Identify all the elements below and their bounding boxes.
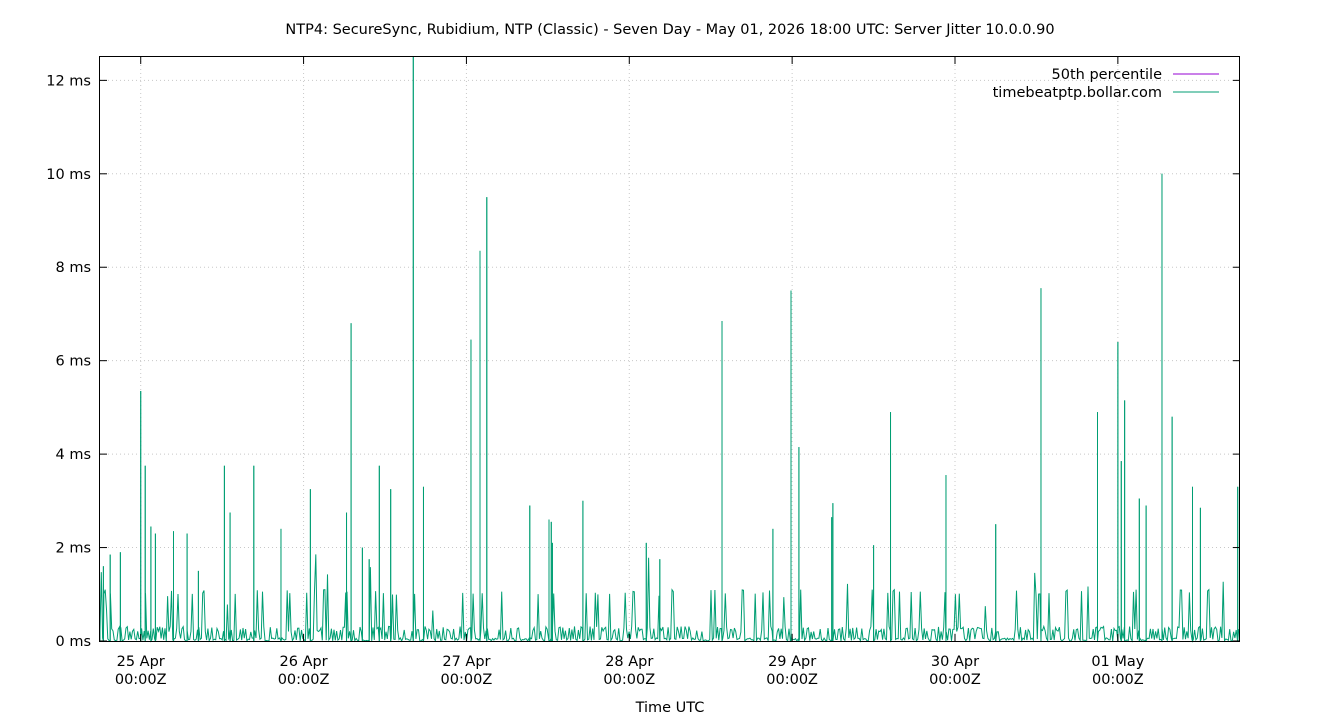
series-lines xyxy=(99,57,1240,643)
x-tick-label-date: 28 Apr xyxy=(605,654,653,670)
x-tick-label-time: 00:00Z xyxy=(603,672,655,688)
y-tick-label: 8 ms xyxy=(55,260,91,276)
axes: 0 ms 2 ms 4 ms 6 ms 8 ms 10 ms 12 ms 25 Apr 00:0… xyxy=(46,57,1240,688)
x-tick-label-time: 00:00Z xyxy=(441,672,493,688)
x-tick-label-time: 00:00Z xyxy=(929,672,981,688)
x-tick-label-time: 00:00Z xyxy=(766,672,818,688)
y-tick-label: 4 ms xyxy=(55,447,91,463)
series-line-timebeatptp xyxy=(99,57,1240,643)
chart-title: NTP4: SecureSync, Rubidium, NTP (Classic… xyxy=(285,22,1054,38)
x-tick-label-date: 25 Apr xyxy=(117,654,165,670)
x-tick-label-date: 29 Apr xyxy=(768,654,816,670)
legend-entry-label: timebeatptp.bollar.com xyxy=(993,85,1162,101)
plot-frame xyxy=(99,56,1240,642)
y-tick-label: 12 ms xyxy=(46,73,91,89)
x-tick-label-date: 27 Apr xyxy=(442,654,490,670)
grid xyxy=(100,57,1240,641)
x-tick-label-time: 00:00Z xyxy=(1092,672,1144,688)
x-tick-label-time: 00:00Z xyxy=(115,672,167,688)
x-tick-label-date: 30 Apr xyxy=(931,654,979,670)
x-tick-label-date: 01 May xyxy=(1091,654,1144,670)
y-tick-label: 2 ms xyxy=(55,541,91,557)
y-tick-label: 6 ms xyxy=(55,354,91,370)
y-tick-label: 0 ms xyxy=(55,634,91,650)
legend: 50th percentile timebeatptp.bollar.com xyxy=(993,67,1219,101)
x-axis-label: Time UTC xyxy=(635,700,705,716)
x-tick-label-time: 00:00Z xyxy=(278,672,330,688)
y-tick-label: 10 ms xyxy=(46,167,91,183)
legend-entry-label: 50th percentile xyxy=(1052,67,1163,83)
x-tick-label-date: 26 Apr xyxy=(279,654,327,670)
